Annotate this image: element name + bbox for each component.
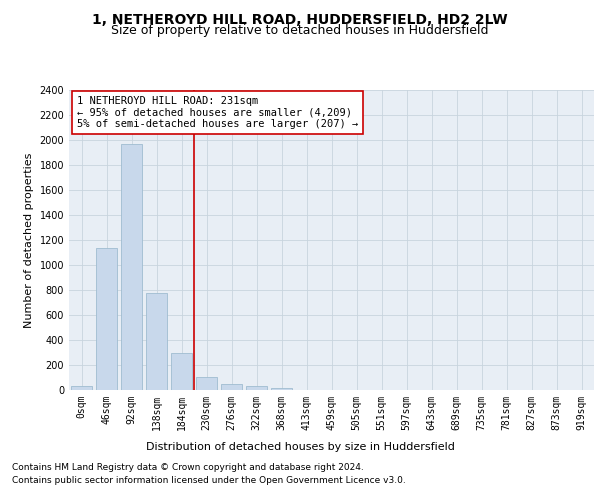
Text: 1 NETHEROYD HILL ROAD: 231sqm
← 95% of detached houses are smaller (4,209)
5% of: 1 NETHEROYD HILL ROAD: 231sqm ← 95% of d…	[77, 96, 358, 129]
Bar	[121, 144, 142, 390]
Bar	[221, 384, 242, 390]
Text: Contains public sector information licensed under the Open Government Licence v3: Contains public sector information licen…	[12, 476, 406, 485]
Text: Contains HM Land Registry data © Crown copyright and database right 2024.: Contains HM Land Registry data © Crown c…	[12, 462, 364, 471]
Bar	[146, 292, 167, 390]
Text: Size of property relative to detached houses in Huddersfield: Size of property relative to detached ho…	[111, 24, 489, 37]
Bar	[246, 386, 267, 390]
Y-axis label: Number of detached properties: Number of detached properties	[24, 152, 34, 328]
Bar	[71, 386, 92, 390]
Bar	[171, 352, 192, 390]
Bar	[96, 248, 117, 390]
Text: Distribution of detached houses by size in Huddersfield: Distribution of detached houses by size …	[146, 442, 454, 452]
Text: 1, NETHEROYD HILL ROAD, HUDDERSFIELD, HD2 2LW: 1, NETHEROYD HILL ROAD, HUDDERSFIELD, HD…	[92, 12, 508, 26]
Bar	[271, 388, 292, 390]
Bar	[196, 377, 217, 390]
